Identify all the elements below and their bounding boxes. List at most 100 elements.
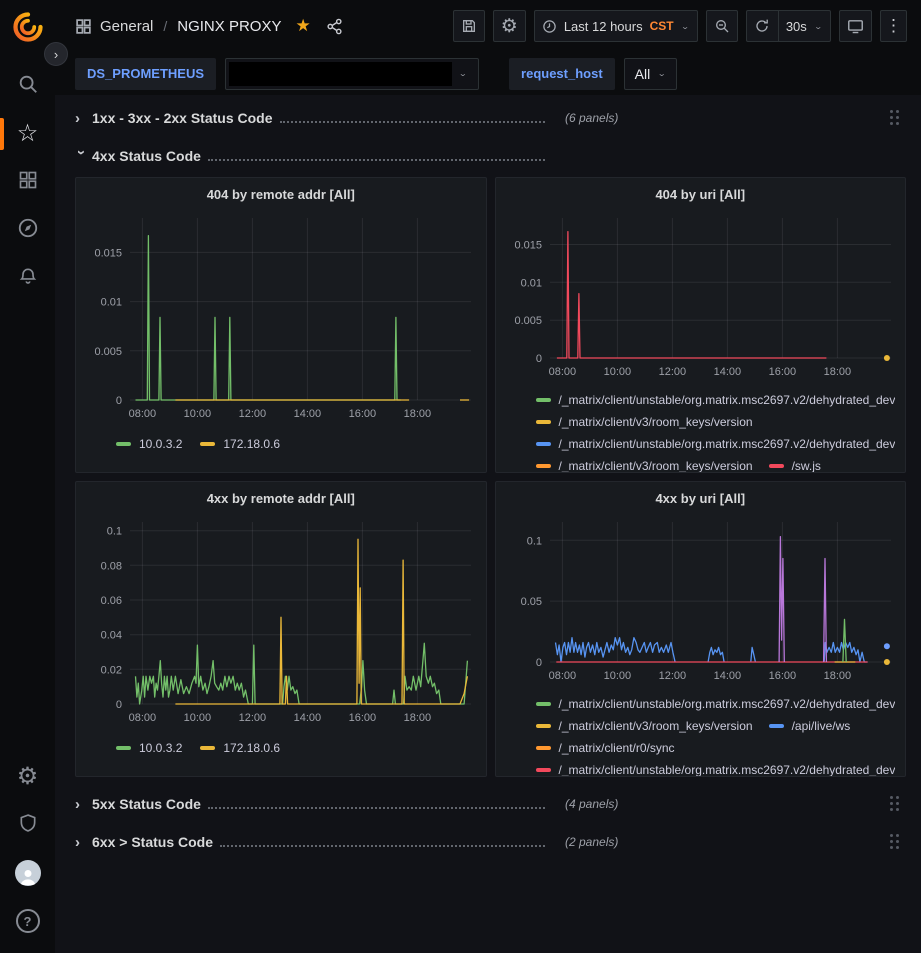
svg-text:0.005: 0.005 [514,315,542,327]
legend-item[interactable]: /_matrix/client/v3/room_keys/version [535,412,753,431]
row-title: 4xx Status Code [92,147,201,164]
datasource-variable-label[interactable]: DS_PROMETHEUS [75,57,217,90]
legend-item[interactable]: /_matrix/client/v3/room_keys/version [535,456,753,472]
legend-label: /_matrix/client/v3/room_keys/version [558,414,753,429]
panel-title[interactable]: 4xx by remote addr [All] [206,491,355,506]
row-title: 6xx > Status Code [92,833,213,850]
more-options-button[interactable]: ⋮ [880,10,907,42]
sidebar-item-alerting[interactable] [0,254,55,302]
row-dotted-leader [279,120,545,123]
sidebar-item-starred[interactable]: ☆ [0,110,55,158]
sidebar-item-explore[interactable] [0,206,55,254]
svg-text:18:00: 18:00 [404,712,432,724]
svg-text:14:00: 14:00 [294,408,322,420]
save-icon [461,18,477,34]
legend-item[interactable]: /_matrix/client/unstable/org.matrix.msc2… [535,760,895,776]
sidebar-item-profile[interactable] [0,849,55,897]
panel-title[interactable]: 404 by remote addr [All] [206,187,355,202]
svg-text:16:00: 16:00 [768,670,796,682]
shield-icon [18,813,38,838]
refresh-interval-dropdown[interactable]: 30s ⌄ [777,10,831,42]
timeseries-chart[interactable]: 08:00 10:00 12:00 14:00 16:00 18:00 0 0.005 0.01… [86,208,477,426]
legend-item[interactable]: 172.18.0.6 [200,738,280,757]
row-5xx: › 5xx Status Code (4 panels) [75,789,906,819]
panel-4xx-by-remote-addr: 4xx by remote addr [All] 08:00 10:00 12:00… [75,481,487,777]
svg-text:0.015: 0.015 [94,247,122,259]
svg-text:10:00: 10:00 [184,408,212,420]
row-toggle[interactable]: › 1xx - 3xx - 2xx Status Code [75,110,547,127]
legend-item[interactable]: /_matrix/client/unstable/org.matrix.msc2… [535,434,895,453]
refresh-button[interactable] [745,10,778,42]
breadcrumb-section[interactable]: General [100,17,154,35]
zoom-out-button[interactable] [705,10,738,42]
row-drag-handle[interactable] [890,796,902,812]
dashboard-title[interactable]: NGINX PROXY [177,17,282,35]
svg-text:0: 0 [116,699,122,711]
zoom-out-icon [714,18,730,34]
sidebar-item-search[interactable] [0,62,55,110]
legend-item[interactable]: /_matrix/client/unstable/org.matrix.msc2… [535,694,895,713]
sidebar-expand-button[interactable]: › [44,42,68,66]
legend-label: /_matrix/client/unstable/org.matrix.msc2… [558,392,896,407]
svg-text:14:00: 14:00 [713,670,741,682]
sidebar-item-help[interactable]: ? [0,897,55,945]
svg-text:0.01: 0.01 [101,297,122,309]
svg-text:0: 0 [535,657,541,669]
request-host-variable-value: All [634,65,651,82]
panel-legend: /_matrix/client/unstable/org.matrix.msc2… [506,384,896,473]
datasource-variable-select[interactable]: ⌄ [225,57,480,90]
share-icon[interactable] [326,18,343,35]
dashboard-settings-button[interactable]: ⚙ [492,10,526,42]
row-dotted-leader [220,844,545,847]
dashboards-grid-icon [18,170,38,195]
row-toggle[interactable]: › 4xx Status Code [73,147,547,165]
sidebar-item-server-admin[interactable] [0,801,55,849]
timeseries-chart[interactable]: 08:00 10:00 12:00 14:00 16:00 18:00 0 0.005 0.01… [506,208,897,384]
legend-item[interactable]: /sw.js [768,456,821,473]
legend-item[interactable]: 10.0.3.2 [116,738,182,757]
time-range-label: Last 12 hours [563,18,643,34]
gear-icon: ⚙ [16,763,39,790]
legend-item[interactable]: /api/live/ws [768,716,850,735]
dashboard-content: › 1xx - 3xx - 2xx Status Code (6 panels)… [55,95,921,953]
request-host-variable-label[interactable]: request_host [509,57,615,90]
row-drag-handle[interactable] [890,110,902,126]
legend-swatch [535,463,551,468]
request-host-variable-select[interactable]: All ⌄ [623,57,678,90]
timezone-label: CST [649,19,674,33]
legend-item[interactable]: /_matrix/client/r0/sync [535,738,675,757]
chevron-down-icon: › [73,149,90,155]
svg-text:12:00: 12:00 [658,670,686,682]
time-range-picker[interactable]: Last 12 hours CST ⌄ [533,10,698,42]
row-toggle[interactable]: › 6xx > Status Code [75,834,547,851]
svg-text:18:00: 18:00 [823,366,851,378]
compass-icon [17,217,39,244]
legend-item[interactable]: 172.18.0.6 [200,434,280,453]
timeseries-chart[interactable]: 08:00 10:00 12:00 14:00 16:00 18:00 0 0.02 0.04 0… [86,512,477,730]
timeseries-chart[interactable]: 08:00 10:00 12:00 14:00 16:00 18:00 0 0.05 0.1 [506,512,897,688]
grafana-logo-icon[interactable] [11,10,45,44]
panel-grid: 404 by remote addr [All] 08:00 10:00 12:00… [75,177,906,777]
svg-text:0: 0 [535,353,541,365]
chevron-down-icon: ⌄ [680,22,690,31]
legend-item[interactable]: /_matrix/client/unstable/org.matrix.msc2… [535,390,896,409]
datasource-variable-value-redacted [229,61,453,86]
sidebar-item-dashboards[interactable] [0,158,55,206]
panel-title[interactable]: 404 by uri [All] [655,187,746,202]
svg-text:0.04: 0.04 [101,630,122,642]
row-drag-handle[interactable] [890,834,902,850]
legend-swatch [535,397,551,402]
panel-legend: 10.0.3.2 172.18.0.6 [86,426,476,453]
tv-mode-button[interactable] [839,10,872,42]
save-dashboard-button[interactable] [452,10,485,42]
favorite-star-icon[interactable]: ★ [295,16,311,35]
panel-title[interactable]: 4xx by uri [All] [655,491,746,506]
legend-label: /sw.js [791,458,821,473]
legend-item[interactable]: /_matrix/client/v3/room_keys/version [535,716,753,735]
legend-item[interactable]: 10.0.3.2 [116,434,182,453]
chevron-right-icon: › [75,109,80,127]
sidebar-item-configuration[interactable]: ⚙ [0,753,55,801]
panel-404-by-remote-addr: 404 by remote addr [All] 08:00 10:00 12:00… [75,177,487,473]
row-toggle[interactable]: › 5xx Status Code [75,796,547,813]
row-panel-count: (6 panels) [565,111,619,125]
